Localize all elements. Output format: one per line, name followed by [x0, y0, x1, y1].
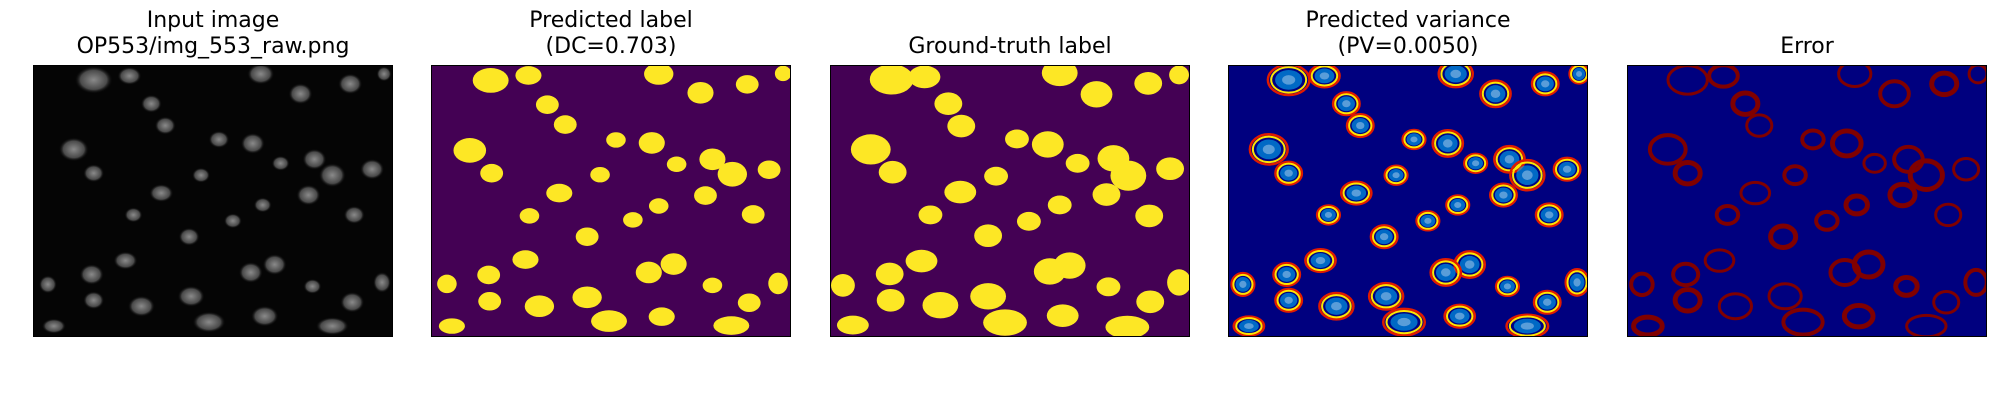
panel-predicted-variance: Predicted variance (PV=0.0050) — [1228, 0, 1588, 340]
predicted-label-frame — [431, 65, 791, 337]
panel-title: Ground-truth label — [830, 8, 1190, 60]
error-image — [1628, 66, 1986, 336]
title-line-1: Error — [1780, 34, 1834, 59]
title-line-1: Predicted variance — [1305, 8, 1511, 33]
panel-predicted-label: Predicted label (DC=0.703) — [431, 0, 791, 340]
panel-title: Predicted variance (PV=0.0050) — [1228, 8, 1588, 60]
title-line-1: Ground-truth label — [908, 34, 1112, 59]
ground-truth-image — [831, 66, 1189, 336]
panel-error: Error — [1627, 0, 1987, 340]
predicted-label-image — [432, 66, 790, 336]
input-image-frame — [33, 65, 393, 337]
title-line-2: OP553/img_553_raw.png — [76, 34, 350, 59]
panel-ground-truth-label: Ground-truth label — [830, 0, 1190, 340]
variance-image — [1229, 66, 1587, 336]
title-line-1: Input image — [146, 8, 280, 33]
title-line-2: (PV=0.0050) — [1337, 34, 1479, 59]
input-image — [34, 66, 392, 336]
error-frame — [1627, 65, 1987, 337]
panel-title: Predicted label (DC=0.703) — [431, 8, 791, 60]
panel-title: Input image OP553/img_553_raw.png — [33, 8, 393, 60]
title-line-1: Predicted label — [529, 8, 693, 33]
title-line-2: (DC=0.703) — [545, 34, 677, 59]
panel-title: Error — [1627, 8, 1987, 60]
ground-truth-frame — [830, 65, 1190, 337]
panel-input-image: Input image OP553/img_553_raw.png — [33, 0, 393, 340]
variance-frame — [1228, 65, 1588, 337]
